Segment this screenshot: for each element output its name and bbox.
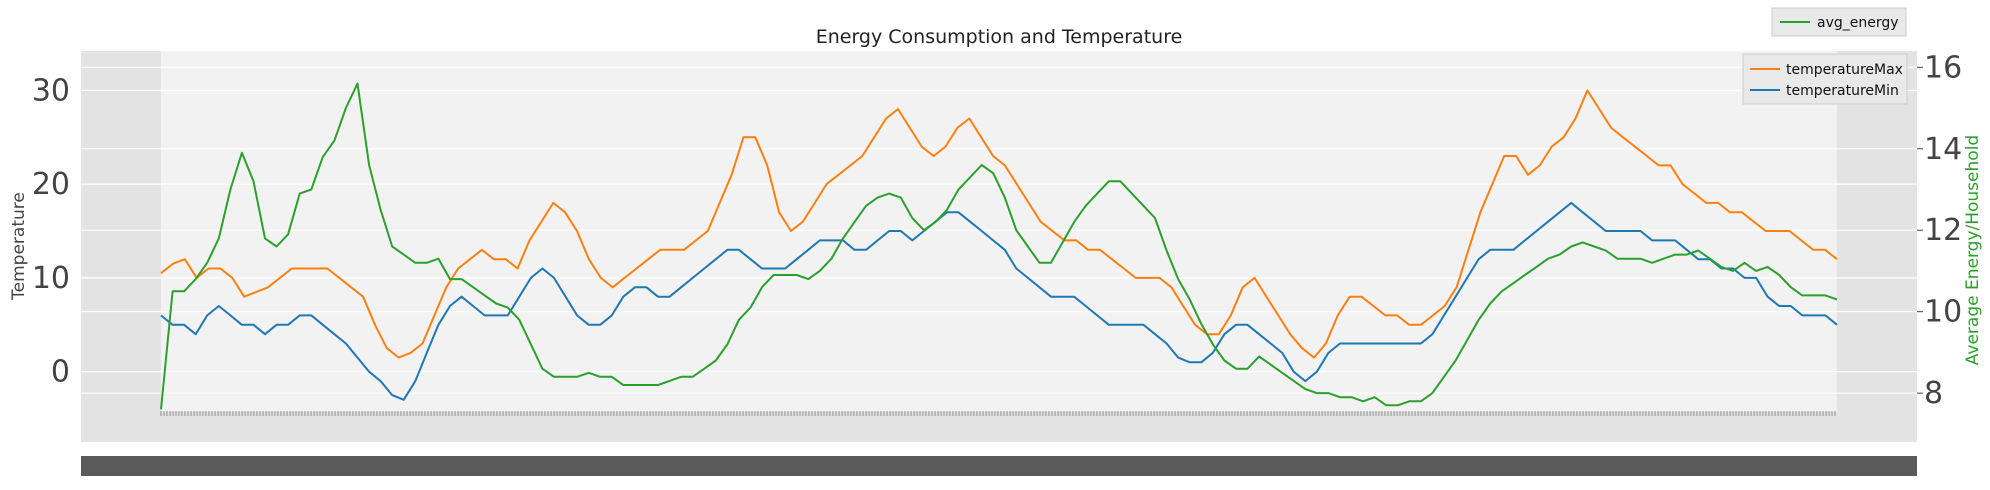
y-axis-label-left: Temperature (9, 192, 29, 301)
right-axis: 8 10 12 14 16 (1917, 50, 1962, 411)
y-tick-label-left: 20 (32, 167, 70, 202)
series-line-avg_energy (160, 82, 1838, 410)
legend-left-axis: temperatureMax temperatureMin (1742, 53, 1908, 105)
chart-title: Energy Consumption and Temperature (816, 26, 1183, 48)
legend-label-temperatureMin: temperatureMin (1786, 83, 1899, 99)
y-tick-label-right: 10 (1924, 295, 1962, 330)
y-axis-label-right: Average Energy/Household (1963, 135, 1983, 365)
legend-right-axis: avg_energy (1771, 7, 1907, 37)
y-tick-label-right: 14 (1924, 132, 1962, 167)
y-tick-label-left: 10 (32, 261, 70, 296)
series-line-temperatureMin (160, 201, 1838, 401)
plot-area-inner (161, 51, 1837, 412)
x-minor-ticks (160, 411, 1836, 416)
y-tick-label-left: 30 (32, 73, 70, 108)
y-tick-label-right: 8 (1924, 376, 1943, 411)
legend-right-box (1771, 7, 1907, 37)
y-tick-label-right: 12 (1924, 213, 1962, 248)
series-layer (160, 82, 1838, 410)
y-tick-label-left: 0 (51, 355, 70, 390)
series-line-temperatureMax (160, 89, 1838, 359)
left-axis: 0 10 20 30 (32, 73, 70, 389)
legend-label-avg_energy: avg_energy (1817, 15, 1899, 31)
y-tick-label-right: 16 (1924, 50, 1962, 85)
legend-left-box (1742, 53, 1908, 105)
x-tick-label-band (81, 456, 1917, 476)
legend-label-temperatureMax: temperatureMax (1786, 62, 1903, 78)
